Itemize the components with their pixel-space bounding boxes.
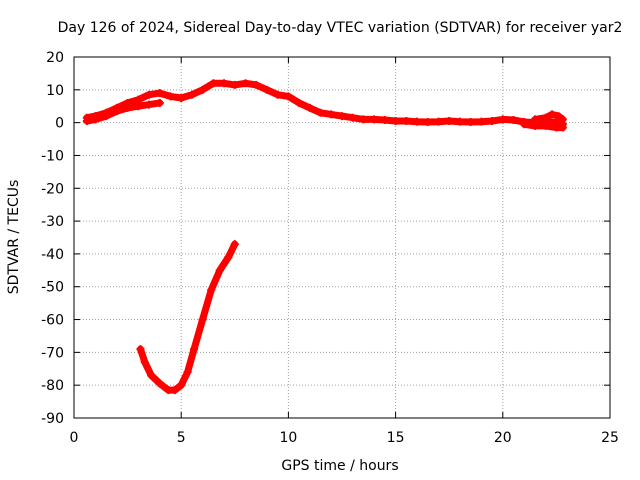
series-tail-upper	[530, 110, 567, 124]
data-point	[466, 117, 475, 126]
y-tick-label: 20	[46, 50, 64, 66]
data-point	[348, 113, 357, 122]
data-point	[136, 345, 145, 354]
y-tick-labels: 20 10 0 -10 -20 -30 -40 -50 -60 -70 -80 -90	[41, 50, 64, 427]
data-point	[183, 368, 192, 377]
data-point	[380, 116, 389, 125]
data-point	[445, 116, 454, 125]
series-lower-branch	[82, 98, 164, 125]
data-point	[530, 121, 539, 130]
series-tail-lower	[520, 120, 567, 132]
data-point	[316, 108, 325, 117]
data-point	[295, 98, 304, 107]
chart-title: Day 126 of 2024, Sidereal Day-to-day VTE…	[58, 20, 623, 36]
data-point	[541, 113, 550, 122]
data-point	[423, 117, 432, 126]
data-series	[82, 79, 567, 395]
data-point	[145, 90, 154, 99]
data-point	[155, 379, 164, 388]
y-tick-label: -10	[41, 148, 64, 164]
data-point	[541, 121, 550, 130]
data-point	[548, 110, 557, 119]
series-line	[83, 79, 567, 128]
series-line	[137, 240, 239, 394]
data-point	[558, 123, 567, 132]
data-point	[252, 80, 261, 89]
data-point	[477, 117, 486, 126]
data-point	[155, 89, 164, 98]
grid	[74, 57, 610, 418]
y-axis-label: SDTVAR / TECUs	[6, 180, 22, 295]
data-point	[455, 117, 464, 126]
data-point	[123, 103, 132, 112]
data-point	[102, 112, 111, 121]
y-tick-label: -40	[41, 247, 64, 263]
axis-ticks	[73, 56, 611, 419]
y-tick-label: -80	[41, 378, 64, 394]
data-point	[391, 116, 400, 125]
data-point	[82, 116, 91, 125]
y-tick-label: -20	[41, 181, 64, 197]
data-point	[359, 115, 368, 124]
data-point	[147, 371, 156, 380]
data-point	[338, 112, 346, 121]
x-tick-label: 10	[279, 430, 297, 446]
x-tick-label: 0	[70, 430, 79, 446]
data-point	[177, 94, 186, 103]
data-point	[170, 386, 179, 395]
data-point	[220, 79, 229, 88]
data-point	[207, 286, 216, 295]
data-point	[140, 358, 149, 367]
x-tick-label: 20	[494, 430, 512, 446]
data-point	[305, 103, 314, 112]
data-point	[187, 90, 196, 99]
data-point	[509, 116, 518, 125]
data-point	[209, 79, 218, 88]
data-point	[155, 98, 164, 107]
y-tick-label: -30	[41, 214, 64, 230]
series-deep-dip	[136, 240, 239, 395]
data-point	[145, 100, 154, 109]
data-point	[190, 345, 199, 354]
y-tick-label: -60	[41, 313, 64, 329]
series-main-track	[82, 79, 567, 129]
data-point	[215, 266, 224, 275]
data-point	[166, 92, 175, 101]
x-tick-label: 15	[387, 430, 405, 446]
data-point	[134, 102, 143, 111]
y-tick-label: -50	[41, 280, 64, 296]
data-point	[554, 112, 563, 121]
y-tick-label: -90	[41, 411, 64, 427]
y-tick-label: 0	[55, 116, 64, 132]
data-point	[230, 240, 239, 249]
x-tick-label: 25	[601, 430, 619, 446]
x-axis-label: GPS time / hours	[281, 458, 398, 474]
data-point	[177, 381, 186, 390]
x-tick-labels: 0 5 10 15 20 25	[70, 430, 619, 446]
x-tick-label: 5	[177, 430, 186, 446]
data-point	[273, 90, 282, 99]
data-point	[370, 115, 379, 124]
data-point	[224, 253, 233, 262]
data-point	[413, 117, 422, 126]
data-point	[327, 110, 336, 119]
plot-frame	[73, 56, 611, 419]
data-point	[91, 115, 100, 124]
data-point	[198, 315, 207, 324]
data-point	[402, 116, 411, 125]
data-point	[241, 79, 250, 88]
y-tick-label: -70	[41, 345, 64, 361]
data-point	[230, 80, 239, 89]
data-point	[434, 117, 443, 126]
data-point	[112, 107, 121, 116]
data-point	[520, 120, 529, 129]
data-point	[198, 85, 207, 94]
data-point	[284, 92, 293, 101]
data-point	[558, 115, 567, 124]
data-point	[498, 115, 507, 124]
data-point	[262, 85, 271, 94]
y-tick-label: 10	[46, 83, 64, 99]
data-point	[488, 116, 497, 125]
